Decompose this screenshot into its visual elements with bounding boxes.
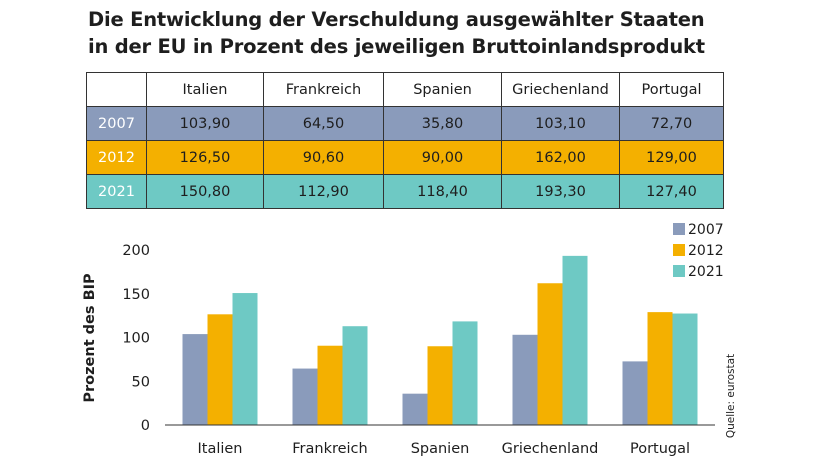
bar <box>452 321 478 425</box>
table-cell: 64,50 <box>263 106 384 141</box>
table-row: 2021 150,80 112,90 118,40 193,30 127,40 <box>86 174 724 209</box>
bar <box>182 334 208 425</box>
y-axis-label: Prozent des BIP <box>82 273 98 403</box>
column-header-spanien: Spanien <box>383 72 502 107</box>
legend-label: 2012 <box>688 243 724 259</box>
table-cell: 103,10 <box>501 106 620 141</box>
table-cell: 193,30 <box>501 174 620 209</box>
y-tick-label: 200 <box>122 243 150 259</box>
chart-title: Die Entwicklung der Verschuldung ausgewä… <box>88 6 788 60</box>
bar <box>232 293 258 425</box>
table-cell: 150,80 <box>146 174 264 209</box>
y-tick-label: 100 <box>122 331 150 347</box>
legend-label: 2007 <box>688 222 724 238</box>
bar <box>537 283 563 425</box>
title-line-2: in der EU in Prozent des jeweiligen Brut… <box>88 35 705 58</box>
title-line-1: Die Entwicklung der Verschuldung ausgewä… <box>88 8 705 31</box>
bar <box>402 393 428 425</box>
source-label: Quelle: eurostat <box>725 354 737 438</box>
table-cell: 90,00 <box>383 140 502 175</box>
row-year: 2021 <box>86 174 147 209</box>
table-corner-cell <box>86 72 147 107</box>
column-header-italien: Italien <box>146 72 264 107</box>
x-tick-label: Italien <box>197 441 242 457</box>
bar <box>317 345 343 425</box>
y-tick-label: 150 <box>122 287 150 303</box>
data-table: Italien Frankreich Spanien Griechenland … <box>86 72 724 209</box>
table-cell: 129,00 <box>619 140 724 175</box>
bar <box>427 346 453 425</box>
table-header-row: Italien Frankreich Spanien Griechenland … <box>86 72 724 107</box>
bar <box>512 334 538 425</box>
bar <box>342 326 368 425</box>
bar <box>562 255 588 425</box>
row-year: 2012 <box>86 140 147 175</box>
legend-swatch <box>673 223 685 235</box>
bar <box>647 312 673 425</box>
legend-label: 2021 <box>688 264 724 280</box>
y-tick-label: 50 <box>132 374 150 390</box>
column-header-frankreich: Frankreich <box>263 72 384 107</box>
table-cell: 162,00 <box>501 140 620 175</box>
table-row: 2007 103,90 64,50 35,80 103,10 72,70 <box>86 106 724 141</box>
bar <box>207 314 233 425</box>
table-cell: 127,40 <box>619 174 724 209</box>
x-tick-label: Griechenland <box>502 441 599 457</box>
x-tick-label: Portugal <box>630 441 690 457</box>
x-tick-label: Spanien <box>411 441 470 457</box>
table-cell: 118,40 <box>383 174 502 209</box>
row-year: 2007 <box>86 106 147 141</box>
table-cell: 112,90 <box>263 174 384 209</box>
bar <box>672 313 698 425</box>
legend-swatch <box>673 244 685 256</box>
x-tick-label: Frankreich <box>292 441 367 457</box>
table-row: 2012 126,50 90,60 90,00 162,00 129,00 <box>86 140 724 175</box>
bar <box>292 368 318 425</box>
legend-swatch <box>673 265 685 277</box>
y-tick-label: 0 <box>141 418 150 434</box>
table-cell: 35,80 <box>383 106 502 141</box>
bar <box>622 361 648 425</box>
table-cell: 103,90 <box>146 106 264 141</box>
column-header-griechenland: Griechenland <box>501 72 620 107</box>
